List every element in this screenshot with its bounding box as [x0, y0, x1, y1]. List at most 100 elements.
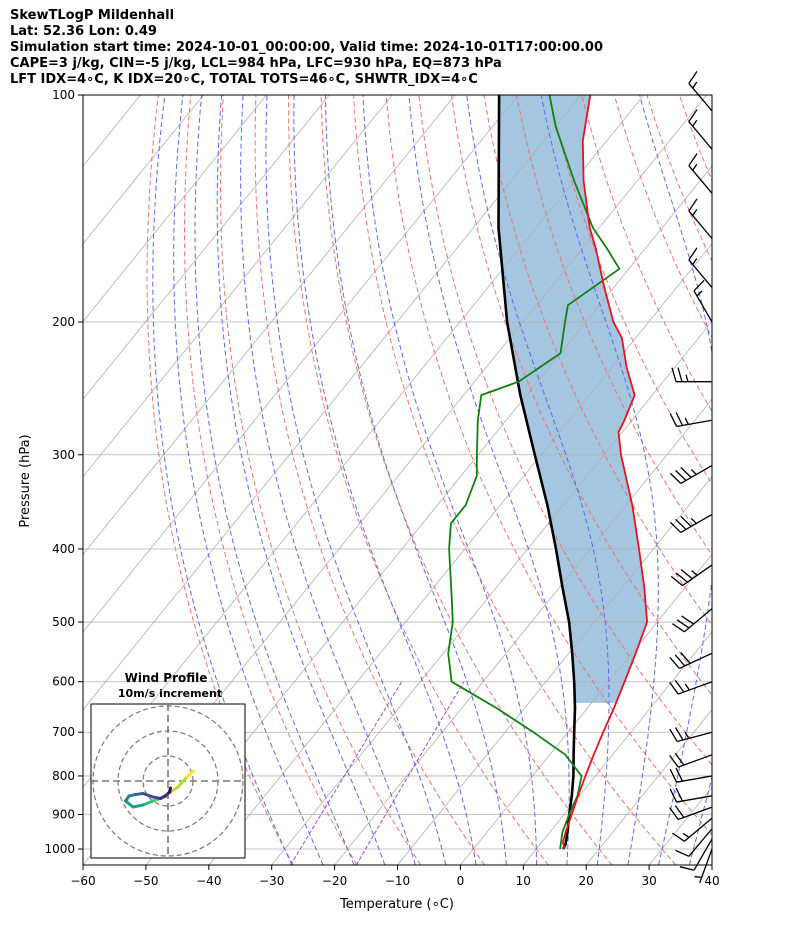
barb-flag: [670, 575, 683, 587]
barb-flag: [671, 623, 685, 633]
chart-title-latlon: Lat: 52.36 Lon: 0.49: [10, 24, 157, 39]
barb-flag: [680, 651, 691, 664]
dry-adiabat: [183, 95, 358, 865]
wind-barb: [669, 805, 713, 821]
barb-flag: [669, 681, 679, 695]
moist-adiabat: [466, 95, 610, 865]
moist-adiabat: [688, 775, 712, 865]
y-tick-label: 900: [52, 808, 75, 822]
barb-half-flag: [692, 209, 698, 216]
wind-barb: [688, 109, 713, 150]
barb-flag: [675, 767, 684, 782]
moist-adiabat: [194, 95, 355, 865]
y-axis-label: Pressure (hPa): [18, 434, 33, 527]
chart-title-indices-1: CAPE=3 j/kg, CIN=-5 j/kg, LCL=984 hPa, L…: [10, 56, 502, 71]
isotherm: [522, 631, 712, 865]
axes: −60 −50 −40 −30 −20 −10 0 10 20 30 40 100 200 300 400 5…: [44, 88, 719, 888]
barb-flag: [671, 367, 677, 382]
barb-flag: [669, 728, 678, 742]
isotherm: [648, 786, 712, 865]
barb-shaft: [693, 838, 713, 871]
isotherm: [460, 553, 712, 865]
cape-area: [498, 95, 648, 703]
isotherm: [83, 95, 519, 633]
isotherm: [334, 398, 712, 865]
barb-flag: [680, 515, 692, 527]
dry-adiabat: [516, 95, 712, 556]
moist-adiabat: [408, 95, 570, 865]
dewpoint-profile-line: [447, 95, 621, 850]
barb-flag: [669, 788, 678, 803]
wind-barb: [669, 752, 713, 768]
barb-shaft: [688, 210, 713, 239]
barb-flag: [688, 247, 698, 261]
dry-adiabat: [646, 95, 712, 263]
x-tick-label: −60: [70, 874, 95, 888]
hodograph-segment: [168, 786, 172, 794]
moist-adiabat: [216, 95, 386, 865]
isotherm: [83, 95, 267, 323]
isotherm: [83, 95, 393, 478]
wind-barb: [675, 828, 713, 857]
moist-adiabat: [639, 95, 712, 865]
x-axis-label: Temperature (∘C): [339, 897, 454, 912]
moist-adiabat: [265, 95, 447, 865]
barb-half-flag: [684, 683, 690, 691]
barb-flag: [669, 413, 678, 427]
x-tick-label: −40: [196, 874, 221, 888]
barb-half-flag: [692, 81, 698, 89]
chart-title-station: SkewTLogP Mildenhall: [10, 8, 175, 23]
isotherm: [0, 95, 78, 865]
moist-adiabat: [752, 95, 794, 865]
barb-flag: [669, 521, 682, 533]
barb-flag: [669, 768, 678, 783]
barb-flag: [688, 198, 698, 212]
barb-shaft: [676, 775, 713, 783]
barb-half-flag: [690, 517, 697, 524]
dry-adiabat: [418, 95, 712, 766]
barb-half-flag: [684, 731, 690, 739]
barb-flag: [680, 569, 693, 580]
moist-adiabat: [720, 95, 794, 865]
barb-half-flag: [692, 119, 698, 127]
wind-barb: [688, 70, 713, 112]
y-tick-label: 700: [52, 725, 75, 739]
barb-flag: [674, 679, 685, 693]
y-tick-label: 600: [52, 675, 75, 689]
isotherm: [83, 95, 204, 245]
barb-shaft: [688, 828, 713, 857]
wind-barb: [669, 513, 713, 534]
barb-half-flag: [690, 468, 697, 475]
barb-flag: [674, 752, 685, 766]
barb-flag: [669, 807, 679, 820]
hodograph-segment: [131, 803, 145, 809]
barb-flag: [688, 153, 698, 167]
dry-adiabat: [613, 95, 712, 339]
wind-barb: [671, 367, 712, 383]
wind-barb: [669, 679, 713, 695]
dry-adiabat: [745, 95, 794, 865]
x-tick-label: 20: [579, 874, 594, 888]
wind-barb: [679, 838, 713, 871]
wind-barb: [670, 564, 713, 587]
dry-adiabat: [288, 95, 549, 865]
barb-flag: [669, 754, 679, 768]
x-tick-label: −50: [133, 874, 158, 888]
y-tick-label: 400: [52, 542, 75, 556]
dry-adiabat: [450, 95, 712, 696]
wind-barbs: [669, 70, 713, 884]
barb-flag: [676, 619, 690, 629]
wind-barb: [694, 848, 713, 884]
barb-flag: [677, 367, 683, 382]
barb-flag: [675, 572, 688, 583]
x-tick-label: 40: [704, 874, 719, 888]
chart-title-times: Simulation start time: 2024-10-01_00:00:…: [10, 40, 603, 55]
wind-barb: [669, 651, 713, 670]
dry-adiabat: [254, 95, 485, 865]
isotherm: [83, 95, 456, 556]
isotherm: [145, 165, 712, 865]
barb-flag: [680, 466, 692, 478]
isotherm: [208, 243, 712, 865]
wind-barb: [669, 767, 713, 783]
